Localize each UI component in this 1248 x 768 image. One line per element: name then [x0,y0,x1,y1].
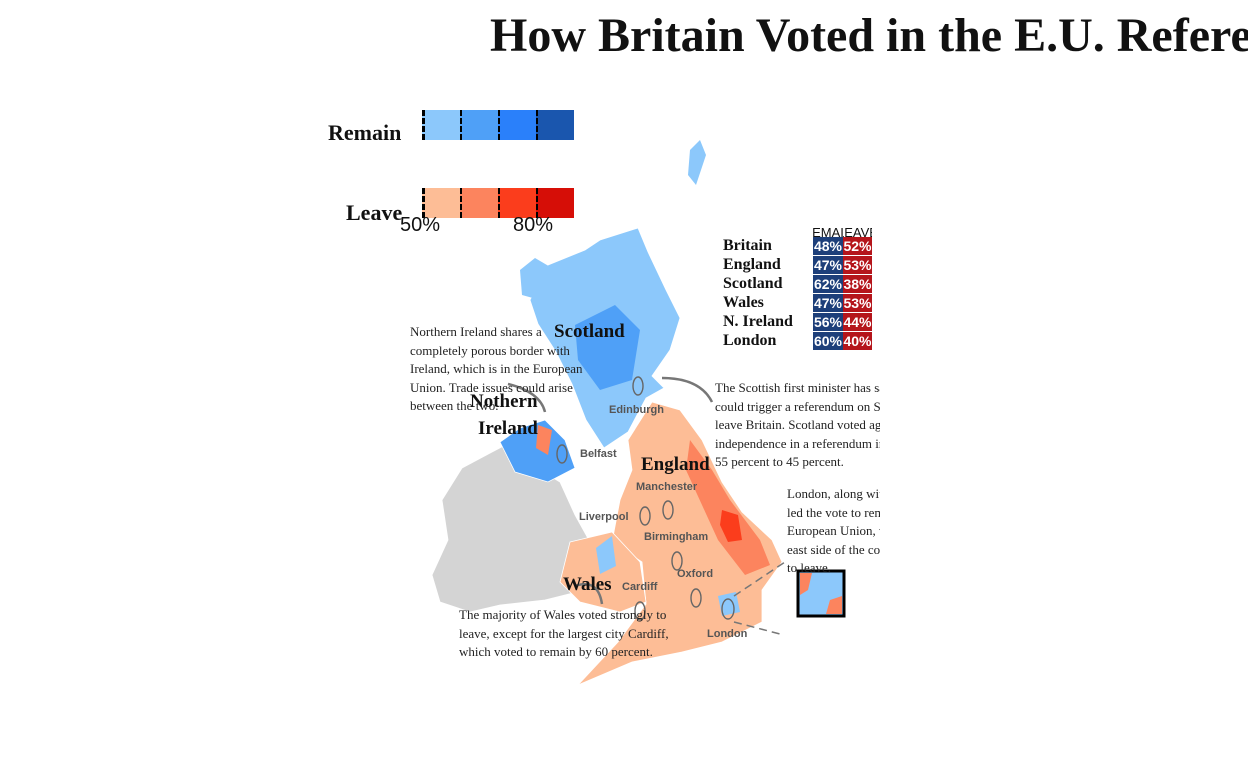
city-marker [662,500,674,520]
legend-scale [422,188,574,218]
leave-value: 40% [843,333,872,349]
legend-swatch [498,188,536,218]
city-label: Cardiff [622,581,658,593]
region-label: Nothern [470,391,538,412]
table-row-label: N. Ireland [723,313,793,330]
leave-cell: 40% [843,332,872,350]
annotation: London, along with Scotland, led the vot… [787,486,880,575]
region-label: England [641,454,710,475]
arrow [661,376,714,403]
city-label: Birmingham [644,531,709,543]
city-marker [690,588,702,608]
city-marker [632,376,644,396]
remain-cell: 47% [813,294,843,312]
city-label: Liverpool [579,511,629,523]
leave-cell: 52% [843,237,872,255]
legend-swatch [536,110,574,140]
arrow [733,559,789,635]
table-row-label: Britain [723,237,772,254]
shetland [688,140,706,185]
remain-value: 62% [813,276,843,292]
table-row-label: Wales [723,294,764,311]
leave-cell: 53% [843,256,872,274]
map [431,140,846,686]
legend-label: Leave [346,200,403,225]
table-row-label: Scotland [723,275,783,292]
leave-cell: 53% [843,294,872,312]
remain-value: 60% [813,333,843,349]
region-label: Wales [563,574,612,595]
city-markers [556,376,735,621]
table-header: LEAVE [843,226,872,240]
remain-cell: 62% [813,275,843,293]
annotation: The Scottish first minister has said the… [715,380,880,469]
arrow [507,382,547,413]
legend-swatch [498,110,536,140]
leave-cell: 44% [843,313,872,331]
lincolnshire [720,510,742,542]
city-marker [639,506,651,526]
city-label: Edinburgh [609,404,664,416]
leave-value: 52% [843,238,872,254]
wales-west [596,536,616,574]
london-inset-leave [800,573,842,614]
leave-value: 53% [843,295,872,311]
london-area [718,592,740,616]
table-row-label: London [723,332,777,349]
remain-value: 47% [813,257,843,273]
ni-leave [536,425,552,455]
city-marker [634,601,646,621]
northern-ireland [499,419,576,483]
legend-label: Remain [328,120,402,145]
annotation: Northern Ireland shares a completely por… [410,324,583,413]
remain-cell: 60% [813,332,843,350]
scotland-north [520,258,552,300]
table-header-text: REMAIN [813,226,843,240]
legend-swatch [422,188,460,218]
legend-tick: 50% [400,214,441,236]
region-label: Ireland [478,418,538,439]
remain-value: 47% [813,295,843,311]
england-east [686,440,770,575]
leave-value: 53% [843,257,872,273]
legend-swatch [460,110,498,140]
city-label: Manchester [636,481,698,493]
city-marker [556,444,568,464]
arrow [574,582,604,605]
remain-cell: 48% [813,237,843,255]
remain-cell: 47% [813,256,843,274]
leave-cell: 38% [843,275,872,293]
legend-swatch [536,188,574,218]
table-header: REMAIN [813,226,843,240]
legend-swatch [460,188,498,218]
map-stage: Remain Leave 50% 80% Northern Ireland sh… [328,110,880,686]
page-title: How Britain Voted in the E.U. Referendum [490,9,1248,62]
table-header-text: LEAVE [843,226,872,240]
table-row-label: England [723,256,781,273]
region-label: Scotland [554,321,625,342]
remain-cell: 56% [813,313,843,331]
leave-value: 44% [843,314,872,330]
city-label: Oxford [677,568,714,580]
leave-value: 38% [843,276,872,292]
city-marker [721,598,735,620]
remain-value: 48% [813,238,843,254]
city-label: London [707,628,748,640]
legend-swatch [422,110,460,140]
city-marker [671,551,683,571]
city-label: Belfast [580,448,617,460]
legend-tick: 80% [513,214,554,236]
scotland-central [575,305,640,390]
legend-scale [422,110,574,140]
annotation: The majority of Wales voted strongly to … [459,607,669,659]
arrows [507,376,789,635]
remain-value: 56% [813,314,843,330]
